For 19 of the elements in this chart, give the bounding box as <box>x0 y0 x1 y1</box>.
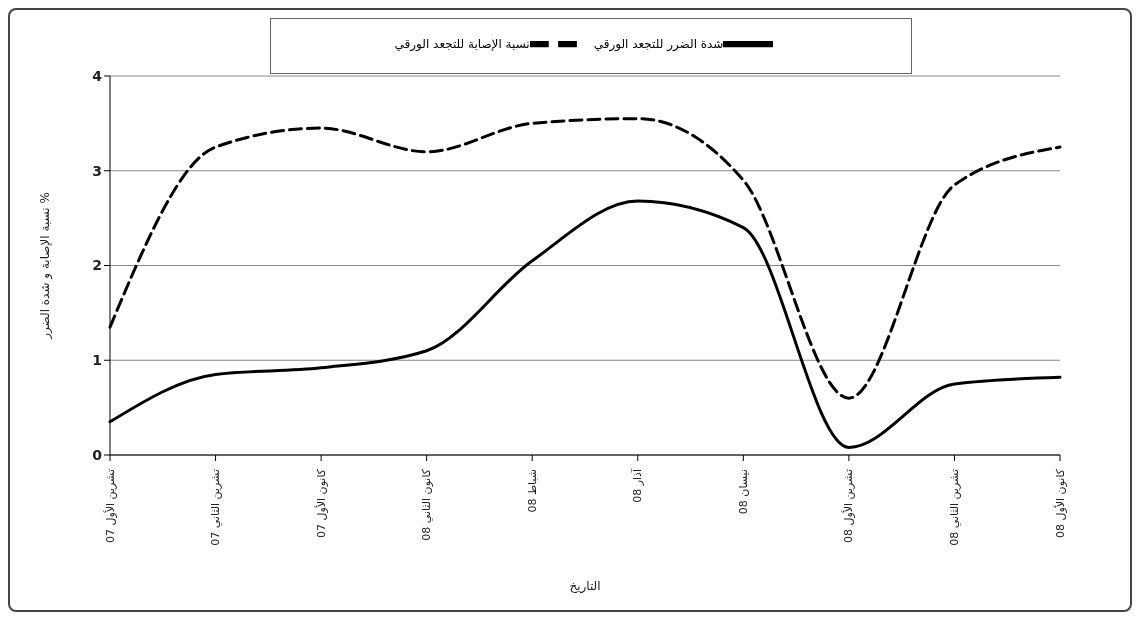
x-tick-label: تشرين الأول 08 <box>841 469 856 544</box>
x-tick-label: كانون الأول 08 <box>1052 468 1067 539</box>
y-tick-label: 4 <box>92 67 103 84</box>
x-tick-label: نيسان 08 <box>736 469 750 515</box>
y-tick-label: 2 <box>92 257 102 274</box>
y-axis-title: نسبة الإصابة و شدة الضرر % <box>38 192 54 340</box>
y-tick-label: 3 <box>92 162 102 179</box>
x-axis-title: التاريخ <box>569 579 601 594</box>
y-tick-label: 0 <box>92 446 103 463</box>
x-tick-label: كانون الأول 07 <box>313 468 328 539</box>
x-tick-label: تشرين الثاني 07 <box>209 469 223 546</box>
x-tick-label: كانون الثاني 08 <box>420 468 434 541</box>
x-tick-label: آذار 08 <box>630 468 645 503</box>
y-tick-label: 1 <box>92 352 102 369</box>
x-tick-label: شباط 08 <box>525 469 539 513</box>
legend-label: نسبة الإصابة للتجعد الورقي <box>394 36 530 51</box>
legend-label: شدة الضرر للتجعد الورقي <box>593 36 724 51</box>
x-tick-label: تشرين الأول 07 <box>102 469 117 544</box>
x-tick-label: تشرين الثاني 08 <box>947 469 961 546</box>
